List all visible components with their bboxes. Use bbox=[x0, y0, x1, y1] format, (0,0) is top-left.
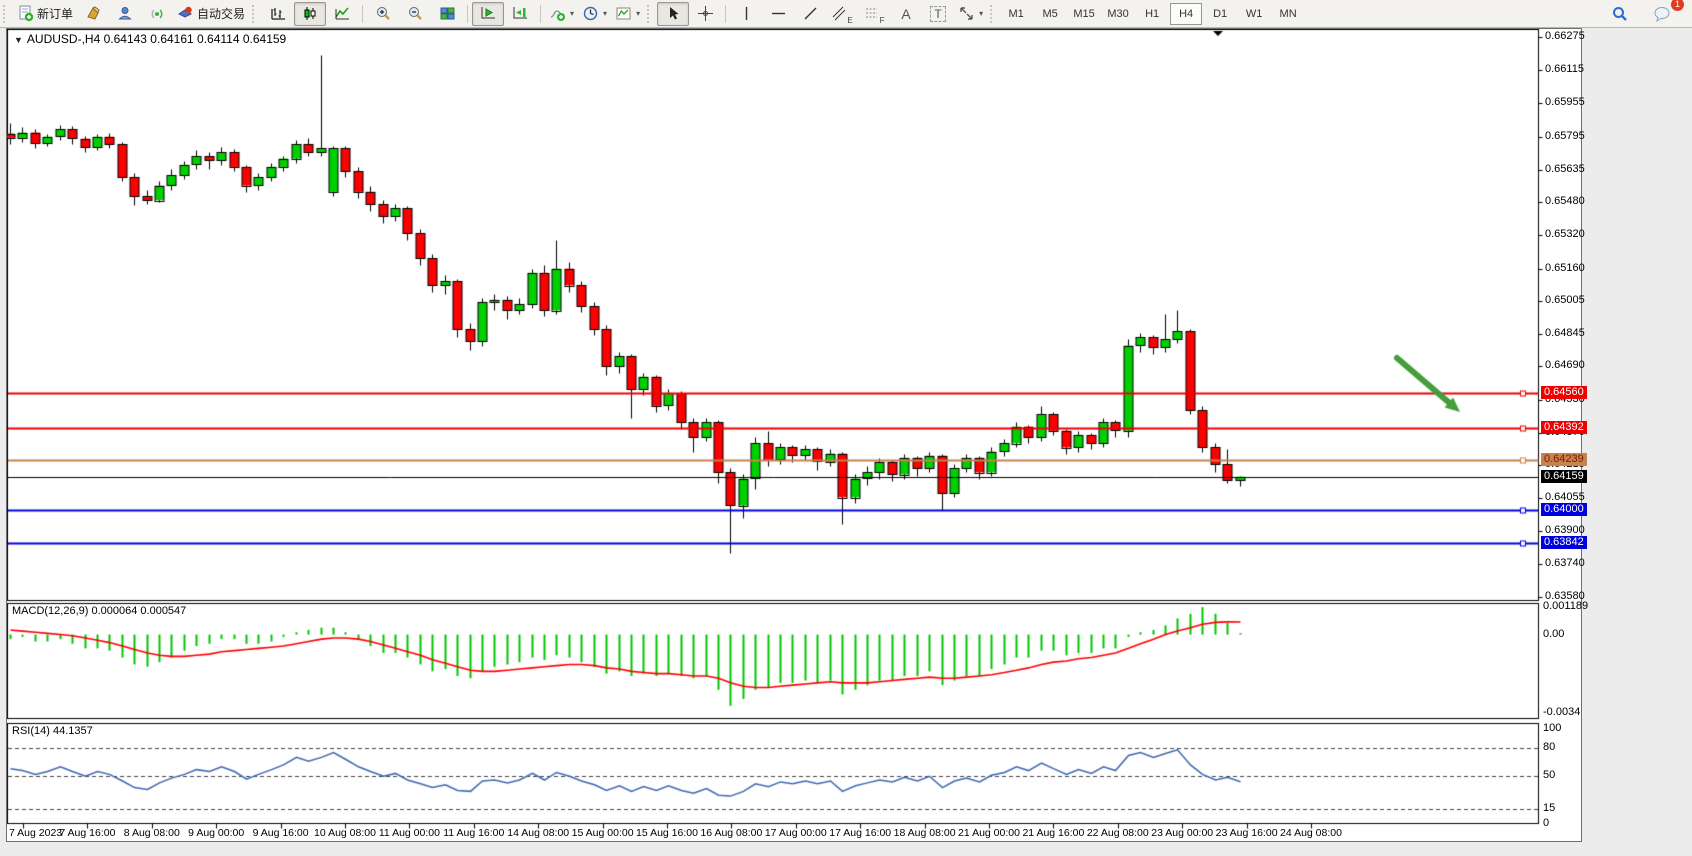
zoom-out-button[interactable] bbox=[399, 2, 431, 26]
tile-windows-button[interactable] bbox=[431, 2, 463, 26]
search-button[interactable] bbox=[1604, 2, 1636, 26]
profile-icon bbox=[117, 7, 132, 20]
profile-button[interactable] bbox=[109, 2, 141, 26]
timeframe-M5[interactable]: M5 bbox=[1042, 7, 1058, 20]
channel-letter: E bbox=[847, 15, 853, 25]
zoom-in-button[interactable] bbox=[367, 2, 399, 26]
crosshair-icon bbox=[697, 6, 713, 21]
templates-caret: ▾ bbox=[636, 9, 641, 18]
line-chart-mode-button[interactable] bbox=[326, 2, 358, 26]
chart-shift-icon bbox=[513, 7, 527, 19]
toolbar-grip[interactable] bbox=[252, 4, 259, 23]
bar-chart-mode-button[interactable] bbox=[262, 2, 294, 26]
indicators-caret: ▾ bbox=[570, 9, 575, 18]
label-tool-letter: T bbox=[930, 5, 946, 22]
vertical-line-icon bbox=[745, 7, 747, 20]
search-icon bbox=[1613, 6, 1627, 21]
fibonacci-letter: F bbox=[879, 15, 885, 25]
timeframe-M15[interactable]: M15 bbox=[1073, 7, 1095, 20]
toolbar-grip[interactable] bbox=[3, 4, 10, 23]
zoom-in-icon bbox=[376, 7, 390, 20]
text-tool-letter: A bbox=[901, 5, 911, 22]
horizontal-line-icon bbox=[771, 12, 785, 15]
signals-icon bbox=[151, 9, 162, 19]
signals-button[interactable] bbox=[141, 2, 173, 26]
toolbar-grip[interactable] bbox=[647, 4, 654, 23]
bar-chart-icon bbox=[270, 8, 285, 20]
cursor-icon bbox=[669, 7, 679, 20]
zoom-out-icon bbox=[408, 7, 422, 20]
auto-scroll-button[interactable] bbox=[472, 1, 505, 26]
autotrading-button[interactable]: 自动交易 bbox=[173, 2, 249, 26]
text-tool[interactable]: A bbox=[890, 2, 922, 26]
indicators-icon bbox=[550, 10, 566, 21]
timeframe-M30[interactable]: M30 bbox=[1107, 7, 1129, 20]
periods-button[interactable]: ▾ bbox=[578, 2, 611, 26]
auto-scroll-icon bbox=[481, 7, 495, 19]
indicators-button[interactable]: ▾ bbox=[545, 2, 578, 26]
fibonacci-tool[interactable]: F bbox=[858, 2, 890, 26]
new-chart-button[interactable] bbox=[77, 2, 109, 26]
candlestick-mode-button[interactable] bbox=[294, 1, 327, 26]
chart-window: ▼ AUDUSD-,H4 0.64143 0.64161 0.64114 0.64… bbox=[6, 28, 1588, 842]
timeframe-MN[interactable]: MN bbox=[1279, 7, 1297, 20]
timeframe-D1[interactable]: D1 bbox=[1213, 7, 1228, 20]
arrows-icon bbox=[960, 7, 973, 20]
new-order-icon bbox=[19, 5, 34, 22]
tile-windows-icon bbox=[440, 7, 455, 20]
candlestick-icon bbox=[304, 7, 316, 20]
crosshair-tool-button[interactable] bbox=[689, 2, 721, 26]
trendline-icon bbox=[804, 7, 817, 20]
vertical-line-tool[interactable] bbox=[730, 2, 762, 26]
timeframe-W1[interactable]: W1 bbox=[1245, 7, 1263, 20]
arrows-tool[interactable]: ▾ bbox=[954, 2, 987, 26]
chat-button[interactable]: 1 bbox=[1646, 0, 1684, 26]
timeframe-M1[interactable]: M1 bbox=[1008, 7, 1024, 20]
main-toolbar: 新订单 自动交易 ▾ ▾ bbox=[0, 0, 1692, 28]
timeframe-H1[interactable]: H1 bbox=[1145, 7, 1160, 20]
autotrading-label: 自动交易 bbox=[197, 7, 246, 21]
fibonacci-icon bbox=[865, 8, 877, 18]
new-order-button[interactable]: 新订单 bbox=[13, 2, 77, 26]
arrows-caret: ▾ bbox=[979, 9, 984, 18]
trendline-tool[interactable] bbox=[794, 2, 826, 26]
cursor-tool-button[interactable] bbox=[657, 1, 690, 26]
channel-icon bbox=[833, 6, 846, 21]
templates-icon bbox=[616, 7, 631, 20]
chart-canvas[interactable] bbox=[7, 29, 1581, 841]
label-tool[interactable]: T bbox=[922, 2, 954, 26]
chart-shift-button[interactable] bbox=[504, 2, 536, 26]
timeframe-H4[interactable]: H4 bbox=[1170, 2, 1203, 25]
line-chart-icon bbox=[334, 7, 349, 20]
clock-icon bbox=[583, 6, 598, 21]
workspace: ▼ AUDUSD-,H4 0.64143 0.64161 0.64114 0.64… bbox=[0, 28, 1692, 856]
new-order-label: 新订单 bbox=[37, 7, 74, 21]
toolbar-grip[interactable] bbox=[990, 4, 997, 23]
chat-badge: 1 bbox=[1671, 0, 1684, 11]
horizontal-line-tool[interactable] bbox=[762, 2, 794, 26]
channel-tool[interactable]: E bbox=[826, 2, 858, 26]
chat-icon bbox=[1654, 6, 1670, 22]
templates-button[interactable]: ▾ bbox=[611, 2, 644, 26]
timeframe-group: M1 M5 M15 M30 H1 H4 D1 W1 MN bbox=[1000, 2, 1304, 25]
new-chart-icon bbox=[86, 6, 100, 20]
periods-caret: ▾ bbox=[603, 9, 608, 18]
autotrading-icon bbox=[178, 6, 193, 18]
